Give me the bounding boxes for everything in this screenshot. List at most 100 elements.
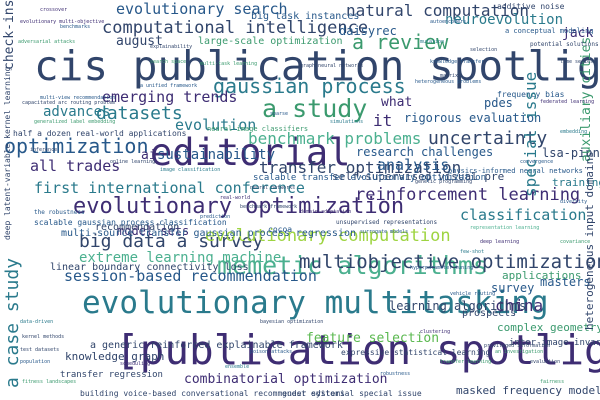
- word-cocoa: cocoa: [268, 225, 293, 234]
- tiny-word: few-shot: [460, 249, 485, 255]
- word-daisyrec: daisyrec: [339, 24, 397, 38]
- tiny-word: embedding: [560, 129, 588, 135]
- word-self-supervised-visual-pre: self-supervised visual pre: [332, 170, 505, 183]
- tiny-word: a unified framework: [140, 83, 198, 89]
- word-masked-frequency-modeling: masked frequency modeling: [456, 384, 600, 397]
- word-pdes: pdes: [484, 96, 513, 110]
- tiny-word: heterogeneous problems: [415, 79, 482, 85]
- word-evolutionary-multitasking: evolutionary multitasking: [82, 285, 549, 321]
- tiny-word: evaluation: [530, 359, 561, 365]
- tiny-word: kernel methods: [22, 334, 65, 340]
- tiny-word: selection: [470, 47, 498, 53]
- word-learning-algorithms: learning algorithms: [389, 299, 527, 313]
- word-scalable-gp-classification: scalable gaussian process classification: [34, 218, 227, 227]
- word-building-voice-based: building voice-based conversational reco…: [80, 389, 345, 398]
- word-knowledge-graph: knowledge graph: [65, 350, 165, 363]
- word-inter-image-invariance: inter-image invariance: [509, 338, 600, 348]
- word-emerging-trends: emerging trends: [102, 88, 238, 106]
- tiny-word: surrogate models: [360, 229, 409, 235]
- word-combinatorial-optimization: combinatorial optimization: [184, 372, 388, 387]
- tiny-word: image classification: [160, 167, 221, 173]
- tiny-word: fairness: [540, 379, 565, 385]
- tiny-word: poison attacks: [250, 349, 293, 355]
- word-transfer-regression: transfer regression: [60, 370, 163, 380]
- word-big-task-instances: big task instances: [251, 11, 360, 22]
- tiny-word: population: [20, 359, 51, 365]
- word-publication-spotlight: [publication spotlight: [115, 326, 600, 374]
- word-a-review: a review: [352, 30, 449, 54]
- tiny-word: simulations: [330, 119, 364, 125]
- word-first-international-conference: first international conference: [34, 179, 305, 197]
- word-neuroevolution: neuroevolution: [445, 12, 564, 28]
- word-a-generic-reinforced-explainable-framework: a generic reinforced explainable framewo…: [90, 340, 343, 351]
- word-classification: classification: [460, 206, 587, 224]
- tiny-word: bayesian optimization: [260, 319, 324, 325]
- tiny-word: evolutionary multi-objective: [20, 19, 105, 25]
- word-linear-boundary-connectivity-loss: linear boundary connectivity loss: [50, 262, 249, 273]
- word-feature-selection: feature selection: [306, 331, 440, 346]
- tiny-word: sparse: [270, 111, 289, 117]
- word-expressive-statistical-learning: expressive statistical learning: [341, 348, 491, 357]
- word-evolutionary-optimization: evolutionary optimization: [73, 194, 405, 219]
- word-datasets: datasets: [96, 103, 183, 124]
- tiny-word: robustness: [380, 371, 411, 377]
- word-complex-geometry: complex geometry: [497, 321, 600, 334]
- word-august: august: [116, 34, 163, 49]
- word-analysis: analysis: [377, 156, 450, 174]
- tiny-word: the robustness: [34, 209, 85, 216]
- tiny-word: time series: [560, 59, 594, 65]
- word-session-based-recommendation: session-based recommendation: [64, 267, 317, 285]
- word-all-trades: all trades: [30, 157, 121, 175]
- word-a-conceptual-modeling: a conceptual modeling: [505, 27, 594, 35]
- word-scalable-transfer-evolutionary-optimization: scalable transfer evolutionary optimizat…: [253, 173, 486, 183]
- word-sustainability: sustainability: [157, 147, 276, 163]
- word-guest-editorial-special-issue: guest editorial special issue: [282, 389, 422, 398]
- tiny-word: graph neural networks: [300, 63, 364, 69]
- tiny-word: matrix: [440, 73, 459, 79]
- tiny-word: scheduling: [120, 361, 151, 367]
- word-large-scale-optimization: large-scale optimization: [198, 36, 343, 47]
- tiny-word: covariance: [560, 239, 591, 245]
- tiny-word: generalized label embedding: [34, 119, 116, 125]
- tiny-word: inference: [30, 147, 58, 153]
- word-multi-source-transfer-gpr: multi-source transfer gaussian process r…: [61, 228, 357, 239]
- tiny-word: benchmark framework: [240, 204, 298, 210]
- word-transfer-optimization: transfer optimization: [259, 158, 462, 177]
- word-half-a-dozen: half a dozen real-world applications: [13, 129, 187, 138]
- word-evolutionary-computation: evolutionary computation: [205, 226, 451, 246]
- word-check-ins: check-ins: [2, 0, 17, 70]
- word-neural-image-classifiers: neural-image classifiers: [207, 125, 309, 133]
- tiny-word: data-driven: [20, 319, 54, 325]
- word-extreme-learning-machine: extreme learning machine: [79, 250, 282, 266]
- word-benchmark-problems: benchmark problems: [248, 129, 422, 148]
- word-deep-latent-variable: deep latent-variable kernel learning: [3, 66, 12, 240]
- tiny-word: capacitated arc routing problem: [22, 100, 116, 106]
- tiny-word: adversarial attacks: [18, 39, 76, 45]
- word-additive-noise: additive noise: [497, 2, 565, 11]
- tiny-word: neural networks: [250, 185, 296, 191]
- tiny-word: test datasets: [20, 347, 60, 353]
- word-multiobjective-optimization: multiobjective optimization: [299, 251, 600, 273]
- tiny-word: real-world: [220, 195, 251, 201]
- tiny-word: online learning: [110, 159, 156, 165]
- tiny-word: potential solutions: [530, 41, 599, 48]
- tiny-word: autoencoders: [430, 19, 467, 25]
- tiny-word: mutation: [420, 39, 445, 45]
- word-evolution: evolution: [175, 116, 257, 134]
- tiny-word: diversity: [560, 199, 588, 205]
- word-gaussian-process: gaussian process: [213, 74, 406, 98]
- tiny-word: fitness landscapes: [22, 379, 77, 385]
- word-reinforcement-learning: reinforcement learning: [355, 185, 581, 205]
- tiny-word: unsupervised representations: [336, 219, 438, 226]
- word-natural-computation: natural computation: [346, 1, 530, 20]
- word-recommendation: recommendation: [95, 222, 180, 233]
- word-frequency-bias: frequency bias: [497, 90, 565, 99]
- word-lsa-pinn: lsa-pinn: [542, 146, 600, 160]
- word-survey: survey: [491, 281, 535, 295]
- word-evolutionary-search: evolutionary search: [116, 0, 288, 18]
- word-cis-publication-spotlight: cis publication spotlight: [34, 42, 600, 90]
- tiny-word: crossover: [40, 7, 68, 13]
- tiny-word: domain adaptation: [300, 209, 352, 215]
- tiny-word: federated learning: [540, 99, 595, 105]
